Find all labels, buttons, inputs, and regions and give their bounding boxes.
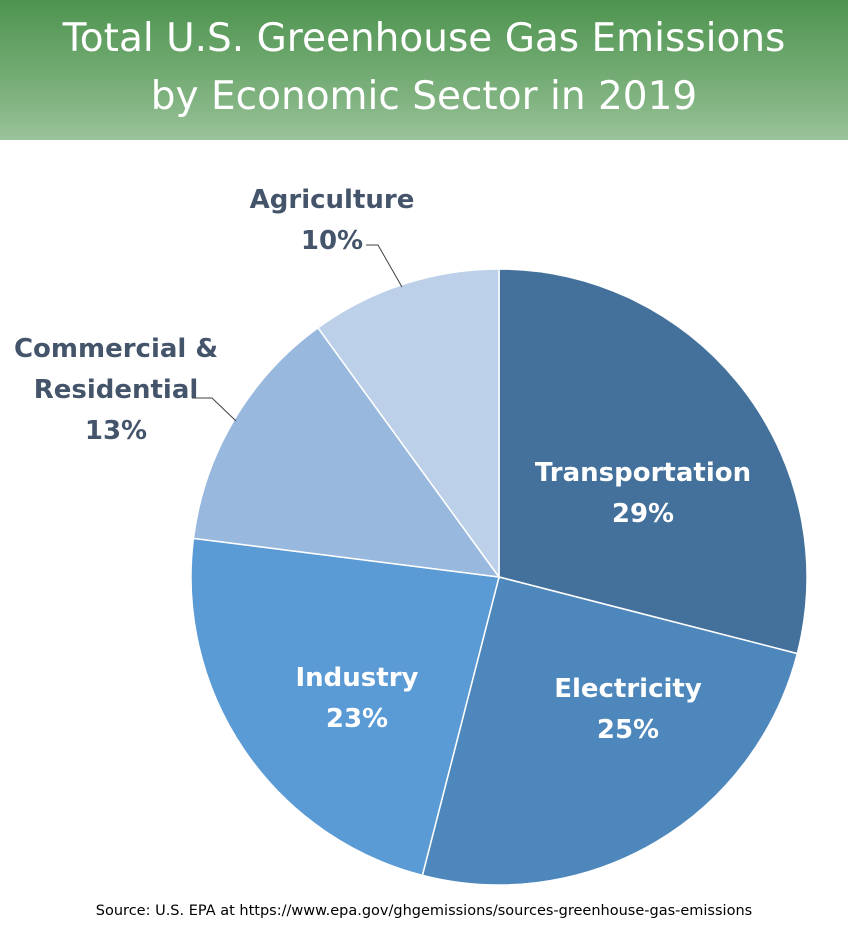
title-banner: Total U.S. Greenhouse Gas Emissions by E… (0, 0, 848, 140)
slice-label-electricity: Electricity (554, 674, 702, 704)
slice-label-commercial-and-residential-line-2: Residential (34, 375, 199, 405)
chart-title-line-1: Total U.S. Greenhouse Gas Emissions (62, 16, 786, 61)
leader-line-commercial-and-residential (192, 397, 237, 422)
slice-value-commercial-and-residential: 13% (85, 416, 147, 446)
pie-slice-industry (190, 537, 500, 877)
chart-title-line-2: by Economic Sector in 2019 (150, 74, 698, 119)
slice-label-agriculture: Agriculture (250, 185, 415, 215)
pie-slices (190, 268, 808, 886)
leader-line-agriculture (366, 244, 403, 288)
slice-value-agriculture: 10% (301, 226, 363, 256)
slice-value-transportation: 29% (612, 499, 674, 529)
source-note: Source: U.S. EPA at https://www.epa.gov/… (95, 903, 753, 919)
slice-label-industry: Industry (296, 663, 419, 693)
slice-value-industry: 23% (326, 704, 388, 734)
pie-slice-commercial-and-residential (192, 326, 501, 578)
slice-label-transportation: Transportation (535, 458, 751, 488)
pie-slice-agriculture (316, 268, 500, 580)
pie-slice-electricity (421, 576, 799, 886)
pie-slice-transportation (498, 268, 808, 655)
slice-value-electricity: 25% (597, 715, 659, 745)
slice-label-commercial-and-residential-line-1: Commercial & (14, 334, 218, 364)
pie-labels: Transportation 29% Electricity 25% Industry 2… (14, 185, 751, 745)
